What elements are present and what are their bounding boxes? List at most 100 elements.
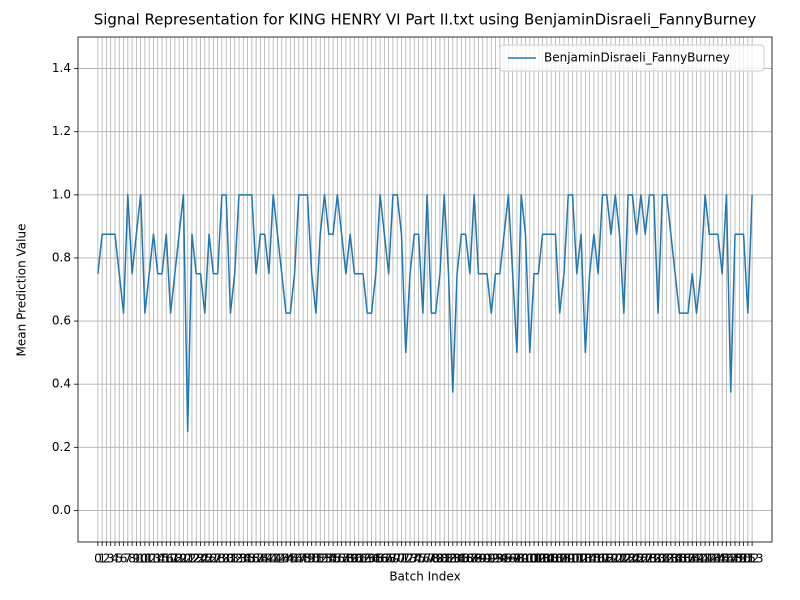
x-tick-label: 56 [330, 552, 345, 566]
x-tick-label: 119 [595, 552, 618, 566]
x-tick-label: 121 [604, 552, 627, 566]
x-tick-label: 50 [304, 552, 319, 566]
x-tick-label: 90 [475, 552, 490, 566]
x-tick-label: 133 [655, 552, 678, 566]
x-tick-label: 18 [167, 552, 182, 566]
x-tick-label: 6 [120, 552, 128, 566]
x-tick-label: 15 [154, 552, 169, 566]
x-tick-label: 11 [137, 552, 152, 566]
x-tick-label: 106 [540, 552, 563, 566]
x-tick-label: 8 [128, 552, 136, 566]
x-tick-label: 117 [587, 552, 610, 566]
x-tick-label: 113 [570, 552, 593, 566]
legend-box [499, 44, 765, 72]
x-tick-label: 45 [283, 552, 298, 566]
x-tick-label: 105 [535, 552, 558, 566]
y-tick-label: 1.0 [52, 187, 71, 201]
x-tick-label: 23 [189, 552, 204, 566]
x-tick-label: 125 [621, 552, 644, 566]
x-tick-label: 58 [338, 552, 353, 566]
x-tick-label: 127 [629, 552, 652, 566]
x-tick-label: 103 [527, 552, 550, 566]
x-tick-label: 68 [381, 552, 396, 566]
x-tick-label: 116 [582, 552, 605, 566]
x-tick-label: 124 [617, 552, 640, 566]
x-tick-label: 5 [115, 552, 123, 566]
x-tick-label: 136 [668, 552, 691, 566]
x-tick-label: 139 [681, 552, 704, 566]
x-tick-label: 96 [501, 552, 516, 566]
line-series [97, 194, 753, 433]
x-tick-label: 65 [368, 552, 383, 566]
x-tick-label: 43 [274, 552, 289, 566]
x-tick-label: 128 [634, 552, 657, 566]
x-tick-label: 42 [270, 552, 285, 566]
x-tick-label: 9 [133, 552, 141, 566]
x-tick-label: 24 [193, 552, 208, 566]
x-tick-label: 138 [677, 552, 700, 566]
x-tick-label: 37 [248, 552, 263, 566]
x-tick-label: 32 [227, 552, 242, 566]
x-tick-label: 4 [111, 552, 119, 566]
x-tick-label: 20 [176, 552, 191, 566]
x-tick-label: 114 [574, 552, 597, 566]
x-tick-label: 85 [454, 552, 469, 566]
x-tick-label: 93 [488, 552, 503, 566]
x-tick-label: 134 [659, 552, 682, 566]
x-tick-label: 55 [325, 552, 340, 566]
x-tick-label: 12 [142, 552, 157, 566]
x-tick-label: 130 [642, 552, 665, 566]
x-tick-label: 143 [698, 552, 721, 566]
x-tick-label: 153 [741, 552, 764, 566]
x-tick-label: 107 [544, 552, 567, 566]
x-tick-label: 77 [419, 552, 434, 566]
x-tick-label: 41 [266, 552, 281, 566]
x-tick-label: 91 [479, 552, 494, 566]
x-tick-label: 137 [672, 552, 695, 566]
x-tick-label: 101 [518, 552, 541, 566]
x-tick-label: 97 [505, 552, 520, 566]
x-tick-label: 14 [150, 552, 165, 566]
x-tick-label: 83 [445, 552, 460, 566]
x-tick-label: 102 [523, 552, 546, 566]
x-tick-label: 63 [360, 552, 375, 566]
plot-frame [77, 36, 773, 543]
x-tick-label: 52 [313, 552, 328, 566]
x-tick-label: 76 [415, 552, 430, 566]
x-tick-label: 86 [458, 552, 473, 566]
x-tick-label: 57 [334, 552, 349, 566]
x-tick-label: 74 [407, 552, 422, 566]
x-tick-label: 72 [398, 552, 413, 566]
x-tick-label: 87 [462, 552, 477, 566]
x-tick-label: 60 [347, 552, 362, 566]
x-tick-label: 73 [402, 552, 417, 566]
y-tick-label: 1.2 [52, 124, 71, 138]
x-tick-label: 146 [711, 552, 734, 566]
x-tick-label: 44 [278, 552, 293, 566]
x-tick-label: 62 [355, 552, 370, 566]
x-tick-label: 10 [133, 552, 148, 566]
x-tick-label: 110 [557, 552, 580, 566]
x-tick-label: 46 [287, 552, 302, 566]
x-tick-label: 61 [351, 552, 366, 566]
x-tick-label: 48 [295, 552, 310, 566]
x-tick-label: 33 [231, 552, 246, 566]
x-tick-label: 30 [219, 552, 234, 566]
x-tick-label: 81 [437, 552, 452, 566]
x-tick-label: 111 [561, 552, 584, 566]
x-tick-label: 151 [732, 552, 755, 566]
x-tick-label: 3 [107, 552, 115, 566]
x-tick-label: 36 [244, 552, 259, 566]
x-axis-label: Batch Index [389, 570, 460, 584]
x-tick-label: 49 [300, 552, 315, 566]
x-tick-label: 34 [236, 552, 251, 566]
x-tick-label: 21 [180, 552, 195, 566]
y-tick-label: 0.4 [52, 377, 71, 391]
x-tick-label: 118 [591, 552, 614, 566]
x-tick-label: 78 [424, 552, 439, 566]
x-tick-label: 140 [685, 552, 708, 566]
x-tick-label: 40 [261, 552, 276, 566]
